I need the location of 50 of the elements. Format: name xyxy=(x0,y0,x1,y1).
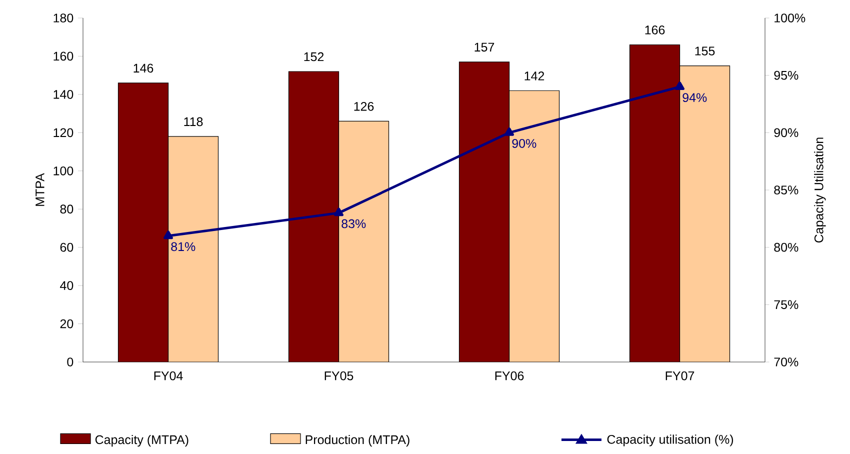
y-tick-label: 60 xyxy=(60,242,74,252)
point xyxy=(504,127,514,136)
point xyxy=(334,208,344,216)
bar xyxy=(168,136,218,362)
bar xyxy=(118,82,168,362)
data-label: 155 xyxy=(695,46,715,56)
data-label: 81% xyxy=(171,242,196,252)
data-label: 83% xyxy=(342,219,366,228)
bar xyxy=(288,72,339,362)
y-tick-label: 80 xyxy=(60,204,74,214)
data-label: 157 xyxy=(474,42,494,52)
bar xyxy=(459,62,510,362)
x-tick-label: FY04 xyxy=(154,371,183,380)
legend-label: Capacity (MTPA) xyxy=(95,434,188,447)
bar xyxy=(679,65,730,362)
y2-tick-label: 95% xyxy=(774,70,798,80)
y2-tick-label: 100% xyxy=(774,14,806,22)
y2-tick-label: 80% xyxy=(774,242,798,252)
x-tick-label: FY06 xyxy=(495,371,524,380)
data-label: 152 xyxy=(304,52,324,62)
y-tick-label: 140 xyxy=(54,90,74,99)
point xyxy=(164,230,173,240)
data-label: 90% xyxy=(512,139,536,148)
y2-tick-label: 90% xyxy=(774,128,798,138)
y-tick-label: 40 xyxy=(60,281,74,290)
y-tick-label: 160 xyxy=(54,52,74,61)
y2-tick-label: 85% xyxy=(774,186,798,194)
x-tick-label: FY07 xyxy=(666,371,694,380)
data-label: 118 xyxy=(184,117,203,126)
data-label: 94% xyxy=(682,93,707,102)
data-label: 142 xyxy=(524,72,544,80)
point xyxy=(675,82,684,90)
legend-label: Capacity utilisation (%) xyxy=(607,434,734,446)
y-axis-title: MTPA xyxy=(36,173,44,206)
y2-tick-label: 75% xyxy=(774,300,798,310)
bar xyxy=(629,44,680,362)
data-label: 126 xyxy=(354,102,374,111)
data-label: 146 xyxy=(134,64,154,73)
legend-label: Production (MTPA) xyxy=(306,434,410,447)
bar xyxy=(338,121,389,362)
y-tick-label: 0 xyxy=(67,358,74,366)
y2-axis-title: Capacity Utilisation xyxy=(814,138,826,243)
y-tick-label: 20 xyxy=(60,319,74,328)
y-tick-label: 180 xyxy=(54,14,74,22)
y-tick-label: 120 xyxy=(54,128,74,138)
data-label: 166 xyxy=(645,26,665,34)
y-tick-label: 100 xyxy=(54,166,74,176)
x-tick-label: FY05 xyxy=(324,371,354,380)
bar xyxy=(509,90,560,362)
y2-tick-label: 70% xyxy=(774,358,798,366)
